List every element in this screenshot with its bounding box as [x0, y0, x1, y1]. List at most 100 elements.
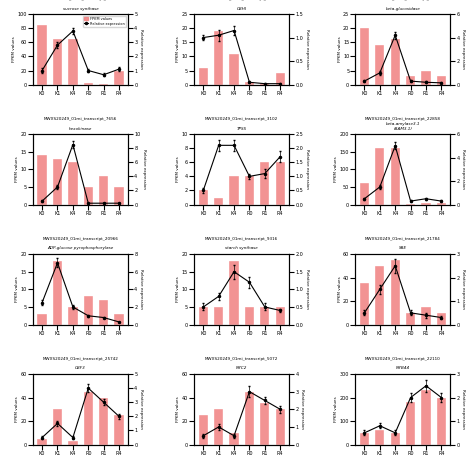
Y-axis label: Relative expression: Relative expression: [304, 269, 309, 309]
Bar: [391, 433, 400, 445]
Text: beta-glucosidase: beta-glucosidase: [385, 7, 420, 10]
Bar: [406, 204, 415, 205]
Text: MWXS20249_01mi_transcript_15729: MWXS20249_01mi_transcript_15729: [204, 0, 280, 1]
Y-axis label: FPKM values: FPKM values: [335, 156, 338, 182]
Y-axis label: FPKM values: FPKM values: [12, 37, 16, 62]
Bar: [275, 162, 285, 205]
Bar: [199, 307, 208, 325]
Bar: [114, 314, 124, 325]
Bar: [37, 25, 47, 85]
Text: MWXS20249_01mi_transcript_7656: MWXS20249_01mi_transcript_7656: [44, 117, 117, 121]
Bar: [245, 392, 254, 445]
Bar: [360, 284, 369, 325]
Bar: [375, 266, 384, 325]
Y-axis label: FPKM values: FPKM values: [15, 277, 19, 302]
Bar: [199, 415, 208, 445]
Bar: [199, 68, 208, 85]
Y-axis label: Relative expression: Relative expression: [139, 29, 143, 69]
Y-axis label: Relative expression: Relative expression: [304, 149, 309, 190]
Y-axis label: Relative expression: Relative expression: [461, 269, 465, 309]
Y-axis label: Relative expression: Relative expression: [304, 29, 309, 69]
Bar: [99, 176, 108, 205]
Y-axis label: Relative expression: Relative expression: [461, 149, 465, 190]
Text: starch synthase: starch synthase: [225, 247, 258, 250]
Bar: [68, 441, 78, 445]
Bar: [421, 390, 430, 445]
Bar: [275, 307, 285, 325]
Bar: [406, 402, 415, 445]
Bar: [391, 148, 400, 205]
Bar: [360, 433, 369, 445]
Bar: [214, 31, 223, 85]
Bar: [245, 82, 254, 85]
Bar: [245, 176, 254, 205]
Bar: [406, 313, 415, 325]
Bar: [406, 76, 415, 85]
Bar: [214, 410, 223, 445]
Text: MWXS20249_01mi_transcript_20966: MWXS20249_01mi_transcript_20966: [43, 237, 118, 241]
Y-axis label: FPKM values: FPKM values: [337, 37, 342, 62]
Bar: [68, 39, 78, 85]
Bar: [375, 148, 384, 205]
Legend: FPKM values, Relative expression: FPKM values, Relative expression: [83, 16, 126, 27]
Y-axis label: Relative expression: Relative expression: [139, 269, 143, 309]
Bar: [114, 187, 124, 205]
Y-axis label: FPKM values: FPKM values: [176, 396, 181, 422]
Y-axis label: FPKM values: FPKM values: [337, 277, 342, 302]
Text: MWXS20249_01mi_transcript_22110: MWXS20249_01mi_transcript_22110: [365, 357, 441, 361]
Text: TPS5: TPS5: [237, 126, 247, 131]
Text: CBHI: CBHI: [237, 7, 247, 10]
Bar: [421, 71, 430, 85]
Text: MWXS20249_01mi_transcript_22858: MWXS20249_01mi_transcript_22858: [365, 117, 441, 121]
Bar: [83, 187, 93, 205]
Bar: [99, 300, 108, 325]
Bar: [260, 307, 269, 325]
Bar: [114, 71, 124, 85]
Y-axis label: FPKM values: FPKM values: [335, 396, 338, 422]
Text: CBF3: CBF3: [75, 366, 86, 371]
Bar: [214, 197, 223, 205]
Bar: [421, 203, 430, 205]
Bar: [99, 84, 108, 85]
Bar: [391, 39, 400, 85]
Bar: [37, 439, 47, 445]
Bar: [275, 73, 285, 85]
Y-axis label: Relative expression: Relative expression: [300, 389, 304, 429]
Bar: [360, 183, 369, 205]
Bar: [53, 410, 62, 445]
Text: MWXS20249_01mi_transcript_4498: MWXS20249_01mi_transcript_4498: [366, 0, 439, 1]
Text: MWXS20249_01mi_transcript_21784: MWXS20249_01mi_transcript_21784: [365, 237, 441, 241]
Text: sucrose synthase: sucrose synthase: [63, 7, 99, 10]
Bar: [275, 410, 285, 445]
Bar: [53, 261, 62, 325]
Bar: [37, 155, 47, 205]
Bar: [37, 314, 47, 325]
Bar: [437, 397, 446, 445]
Bar: [260, 403, 269, 445]
Bar: [260, 162, 269, 205]
Y-axis label: FPKM values: FPKM values: [176, 277, 181, 302]
Bar: [360, 28, 369, 85]
Bar: [83, 392, 93, 445]
Text: MWXS20249_01mi_transcript_25742: MWXS20249_01mi_transcript_25742: [43, 357, 118, 361]
Bar: [437, 313, 446, 325]
Bar: [437, 203, 446, 205]
Bar: [260, 83, 269, 85]
Y-axis label: Relative expression: Relative expression: [139, 389, 143, 429]
Bar: [83, 82, 93, 85]
Y-axis label: FPKM values: FPKM values: [15, 156, 19, 182]
Bar: [53, 39, 62, 85]
Text: MWXS20249_01mi_transcript_9316: MWXS20249_01mi_transcript_9316: [205, 237, 278, 241]
Text: SBE: SBE: [399, 247, 407, 250]
Text: MWXS20249_01mi_transcript_5072: MWXS20249_01mi_transcript_5072: [205, 357, 278, 361]
Text: beta-amylase3.1
(BAM3.1): beta-amylase3.1 (BAM3.1): [386, 122, 420, 131]
Y-axis label: FPKM values: FPKM values: [176, 156, 181, 182]
Text: MWXS20249_01mi_transcript_3969: MWXS20249_01mi_transcript_3969: [44, 0, 117, 1]
Text: hexokinase: hexokinase: [69, 126, 92, 131]
Text: MWXS20249_01mi_transcript_3102: MWXS20249_01mi_transcript_3102: [205, 117, 278, 121]
Y-axis label: FPKM values: FPKM values: [176, 37, 181, 62]
Bar: [229, 53, 239, 85]
Bar: [99, 397, 108, 445]
Bar: [214, 307, 223, 325]
Bar: [437, 76, 446, 85]
